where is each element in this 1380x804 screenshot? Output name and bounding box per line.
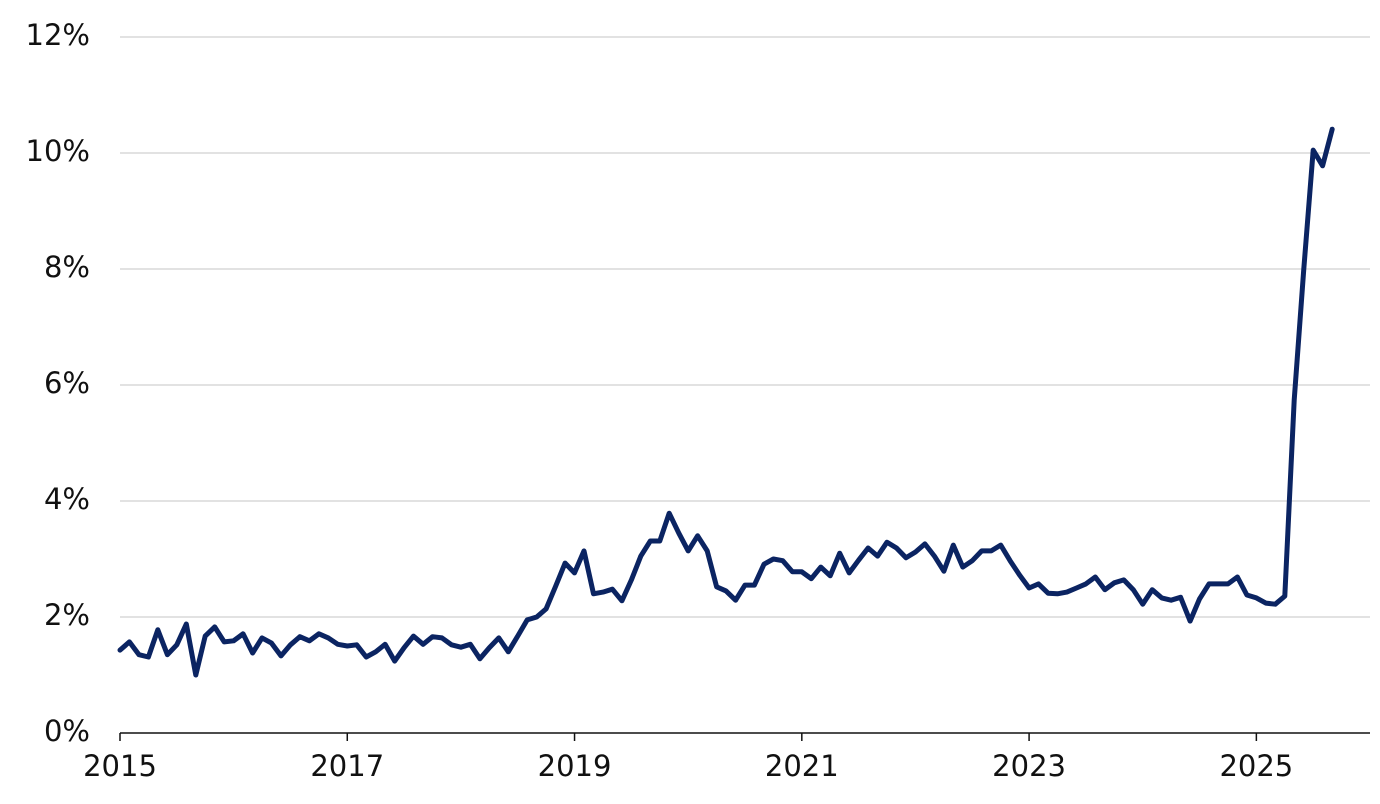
y-tick-label: 4% bbox=[44, 482, 90, 516]
y-tick-label: 6% bbox=[44, 366, 90, 400]
x-tick-label: 2017 bbox=[310, 749, 384, 783]
x-tick-label: 2025 bbox=[1219, 749, 1293, 783]
data-line bbox=[117, 126, 1335, 678]
y-tick-label: 8% bbox=[44, 250, 90, 284]
x-tick-label: 2015 bbox=[83, 749, 157, 783]
y-tick-label: 12% bbox=[26, 18, 90, 52]
y-tick-label: 2% bbox=[44, 598, 90, 632]
x-tick-label: 2021 bbox=[765, 749, 839, 783]
x-tick-label: 2019 bbox=[538, 749, 612, 783]
y-tick-label: 0% bbox=[44, 714, 90, 748]
x-tick-label: 2023 bbox=[992, 749, 1066, 783]
y-tick-label: 10% bbox=[26, 134, 90, 168]
